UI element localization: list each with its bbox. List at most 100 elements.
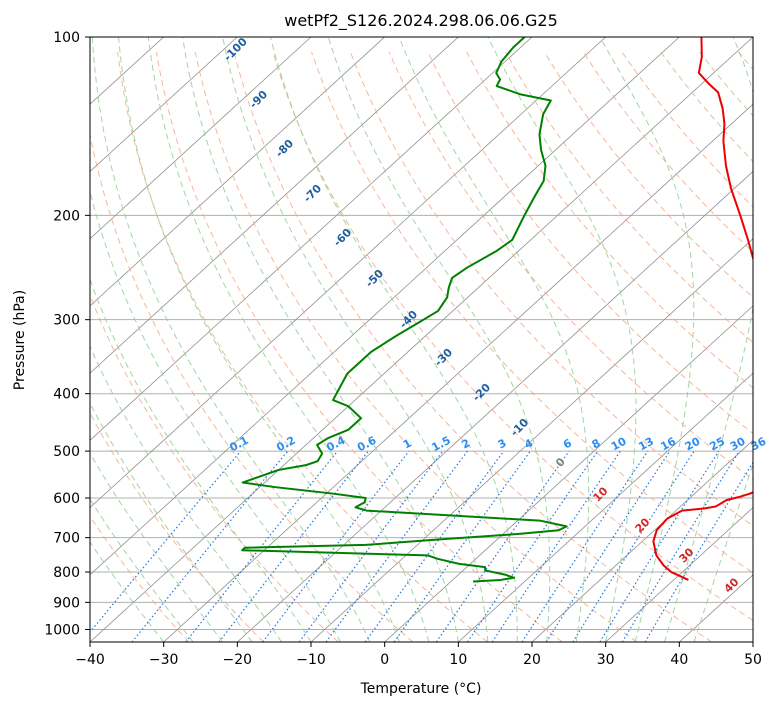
dry-adiabat xyxy=(90,412,264,642)
mixing-ratio-label: 25 xyxy=(707,435,727,454)
dry-adiabat xyxy=(90,131,414,642)
moist-adiabat xyxy=(693,462,753,642)
x-tick-label: −40 xyxy=(75,652,105,668)
x-tick-label: −20 xyxy=(223,652,253,668)
isotherm xyxy=(458,372,753,642)
x-tick-label: 0 xyxy=(380,652,389,668)
isotherm xyxy=(90,37,533,441)
moist-adiabat xyxy=(90,452,224,642)
isotherm xyxy=(531,439,753,642)
mixing-ratio-line xyxy=(262,450,410,642)
y-tick-label: 400 xyxy=(53,387,80,403)
pressure-gridlines xyxy=(90,37,753,630)
plot-frame xyxy=(89,36,754,643)
y-tick-label: 1000 xyxy=(44,622,80,638)
isotherm xyxy=(752,641,753,642)
moist-adiabat xyxy=(398,37,590,642)
x-tick-label: 20 xyxy=(523,652,541,668)
y-tick-label: 300 xyxy=(53,313,80,329)
y-tick-label: 900 xyxy=(53,595,80,611)
mixing-ratio-line xyxy=(298,450,444,642)
dry-adiabat xyxy=(621,51,753,208)
moist-adiabat xyxy=(90,277,312,642)
dry-adiabat xyxy=(90,293,339,642)
x-tick-label: −30 xyxy=(149,652,179,668)
mixing-ratio-line xyxy=(185,450,339,642)
moist-adiabat xyxy=(90,189,341,642)
mixing-ratio-line xyxy=(572,450,695,642)
mixing-ratio-line xyxy=(467,450,599,642)
moist-adiabat xyxy=(327,37,551,642)
mixing-ratio-line xyxy=(521,450,649,642)
mixing-ratio-label: 6 xyxy=(561,436,574,451)
moist-adiabat-label: -100 xyxy=(221,35,250,64)
isotherm xyxy=(384,305,753,642)
temperature-line xyxy=(652,37,753,581)
dry-adiabat xyxy=(505,51,753,344)
mixing-ratio-label: 2 xyxy=(459,436,472,451)
dry-adiabat xyxy=(737,51,753,71)
mixing-ratio-label: 20 xyxy=(683,435,703,454)
dry-adiabat xyxy=(117,51,488,642)
plot-area xyxy=(90,37,753,642)
isotherm xyxy=(605,507,753,642)
moist-adiabat xyxy=(222,37,489,642)
mixing-ratio-label: 1 xyxy=(401,436,414,451)
isotherm xyxy=(90,37,312,240)
moist-adiabat-label: -50 xyxy=(363,267,386,290)
moist-adiabat-label: -20 xyxy=(470,381,493,404)
mixing-ratio-line xyxy=(393,450,531,642)
mixing-ratio-line xyxy=(621,450,740,642)
y-tick-label: 500 xyxy=(53,444,80,460)
dry-adiabat xyxy=(699,51,753,117)
dry-adiabat-label: 20 xyxy=(633,515,653,535)
mixing-ratio-lines xyxy=(90,450,753,642)
mixing-ratio-line xyxy=(435,450,570,642)
moist-adiabat xyxy=(269,37,518,642)
line-labels: 0.1 0.2 0.4 0.6 1 1.5 2 3 4 6 8 10 13 16 20 25 30 36-100-… xyxy=(221,35,768,596)
mixing-ratio-line xyxy=(325,450,469,642)
dry-adiabat xyxy=(311,51,753,574)
moist-adiabat xyxy=(487,37,637,642)
x-axis-ticks: −40 −30 −20 −10 0 10 20 30 40 50 xyxy=(75,642,762,668)
mixing-ratio-label: 8 xyxy=(590,436,603,451)
moist-adiabat xyxy=(90,402,253,642)
moist-adiabat-label: -70 xyxy=(301,182,324,205)
isotherm xyxy=(237,170,753,642)
x-tick-label: 10 xyxy=(449,652,467,668)
mixing-ratio-line xyxy=(90,450,242,634)
profile-series xyxy=(241,37,753,583)
moist-adiabat xyxy=(90,541,165,642)
moist-adiabat-label: -90 xyxy=(247,88,270,111)
mixing-ratio-line xyxy=(131,450,289,642)
y-tick-label: 800 xyxy=(53,565,80,581)
mixing-ratio-line xyxy=(491,450,621,642)
dry-adiabat xyxy=(543,51,753,298)
dry-adiabat xyxy=(466,51,753,389)
isotherm xyxy=(163,103,753,642)
mixing-ratio-label: 30 xyxy=(728,435,748,454)
x-tick-label: 50 xyxy=(744,652,762,668)
dry-adiabat-label: 30 xyxy=(677,545,697,565)
dry-adiabat xyxy=(388,51,753,481)
y-tick-label: 200 xyxy=(53,208,80,224)
x-axis-label: Temperature (°C) xyxy=(360,681,482,697)
dry-adiabat xyxy=(233,51,712,642)
mixing-ratio-label: 10 xyxy=(609,435,629,454)
moist-adiabat xyxy=(118,37,400,642)
y-tick-label: 100 xyxy=(53,30,80,46)
isotherm xyxy=(90,37,753,642)
y-axis-label: Pressure (hPa) xyxy=(12,290,28,390)
moist-adiabat-label: -80 xyxy=(273,137,296,160)
dry-adiabat xyxy=(90,515,190,642)
y-tick-label: 700 xyxy=(53,531,80,547)
mixing-ratio-label: 13 xyxy=(636,435,656,454)
mixing-ratio-line xyxy=(599,450,720,642)
dry-adiabat-label: 0 xyxy=(553,455,568,470)
mixing-ratio-line xyxy=(364,450,505,642)
dry-adiabat xyxy=(272,51,753,622)
dewpoint-line xyxy=(241,37,568,583)
dry-adiabat-label: 10 xyxy=(591,484,611,504)
mixing-ratio-label: 3 xyxy=(496,436,509,451)
